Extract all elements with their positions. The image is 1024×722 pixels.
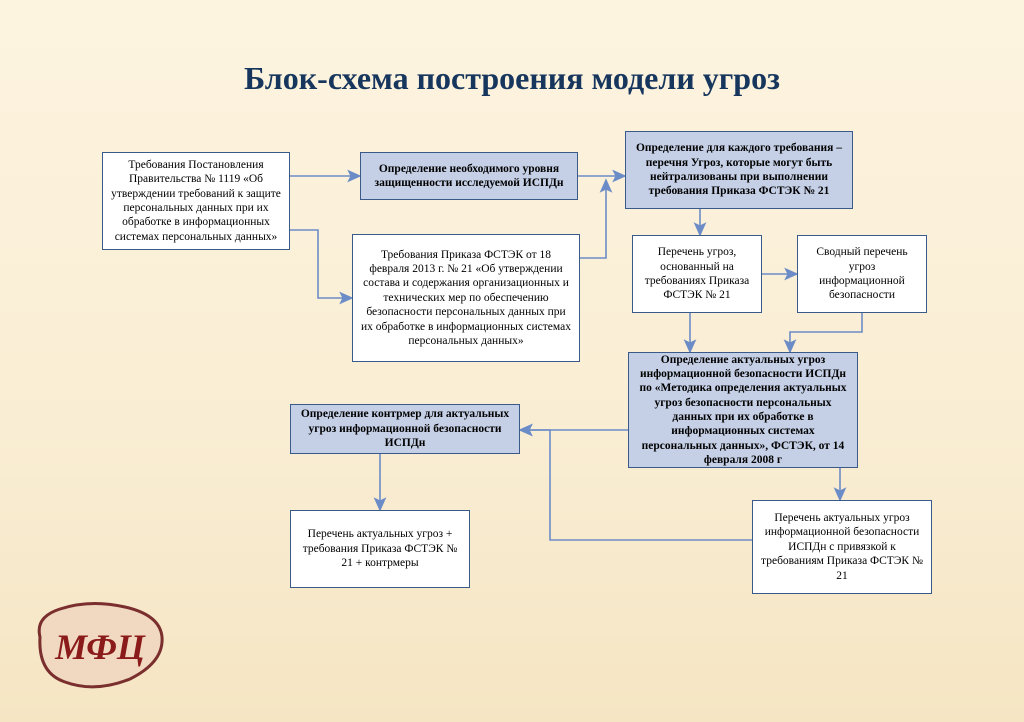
flow-node-n1: Требования Постановления Правительства №…	[102, 152, 290, 250]
flow-node-n7: Определение актуальных угроз информацион…	[628, 352, 858, 468]
flow-node-n6: Сводный перечень угроз информационной бе…	[797, 235, 927, 313]
edge-n1-n4	[290, 230, 352, 298]
flow-node-n3: Определение для каждого требования – пер…	[625, 131, 853, 209]
flow-node-n10: Перечень актуальных угроз + требования П…	[290, 510, 470, 588]
flow-node-n2: Определение необходимого уровня защищенн…	[360, 152, 578, 200]
page-title: Блок-схема построения модели угроз	[0, 60, 1024, 97]
edge-n4-n3	[580, 180, 606, 258]
flow-node-n4: Требования Приказа ФСТЭК от 18 февраля 2…	[352, 234, 580, 362]
flow-node-n5: Перечень угроз, основанный на требования…	[632, 235, 762, 313]
mfc-logo: МФЦ	[30, 597, 170, 692]
flow-node-n8: Определение контрмер для актуальных угро…	[290, 404, 520, 454]
logo-text: МФЦ	[54, 627, 146, 667]
edge-n6-n7	[790, 313, 862, 352]
flow-node-n9: Перечень актуальных угроз информационной…	[752, 500, 932, 594]
